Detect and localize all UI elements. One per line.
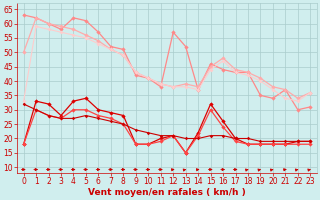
X-axis label: Vent moyen/en rafales ( km/h ): Vent moyen/en rafales ( km/h ) <box>88 188 246 197</box>
